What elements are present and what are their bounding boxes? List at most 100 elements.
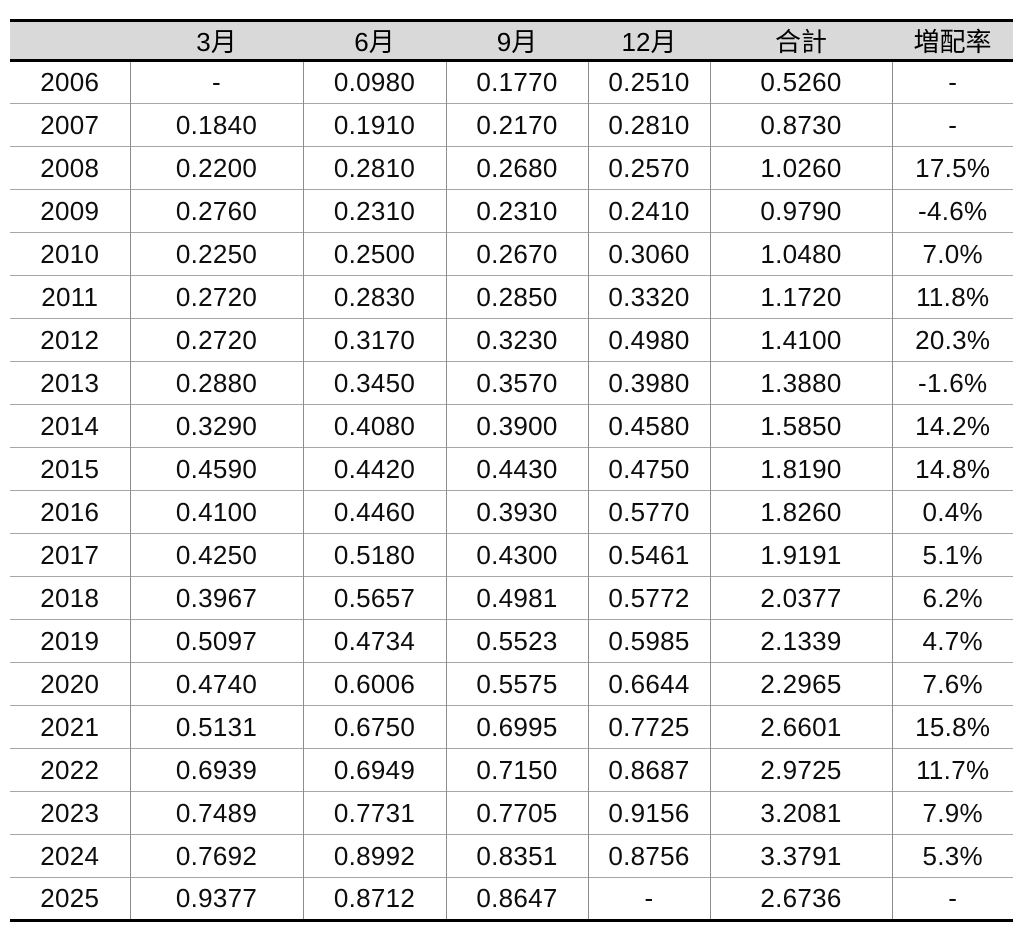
value-cell-march: - <box>129 60 303 104</box>
value-cell-december: 0.3980 <box>587 361 710 405</box>
value-cell-june: 0.6949 <box>302 748 446 792</box>
value-cell-september: 0.2310 <box>445 189 588 233</box>
value-cell-total: 1.0480 <box>709 232 892 276</box>
value-cell-september: 0.2670 <box>445 232 588 276</box>
value-cell-september: 0.2850 <box>445 275 588 319</box>
year-cell: 2011 <box>41 281 99 312</box>
table-body: 2006-0.0980 0.1770 0.2510 0.5260-2007 0.1840… <box>10 60 1013 921</box>
value-cell-december: 0.5985 <box>587 619 710 663</box>
value-cell-increase-rate: -4.6% <box>891 189 1013 233</box>
year-cell: 2017 <box>40 539 100 570</box>
value-cell-september: 0.7150 <box>445 748 588 792</box>
value-cell-september: 0.3930 <box>445 490 588 534</box>
value-cell-increase-rate: 7.6% <box>891 662 1013 706</box>
value-cell-june: 0.2310 <box>302 189 446 233</box>
value-cell-september: 0.6995 <box>445 705 588 749</box>
value-cell-march: 0.7489 <box>129 791 303 835</box>
table-row-2018: 2018 0.3967 0.5657 0.4981 0.5772 2.0377 6.2% <box>10 576 1013 620</box>
year-cell: 2019 <box>40 625 100 656</box>
value-cell-increase-rate: 5.1% <box>891 533 1013 577</box>
value-cell-increase-rate: 0.4% <box>891 490 1013 534</box>
table-row-2015: 2015 0.4590 0.4420 0.4430 0.4750 1.8190 14.8% <box>10 447 1013 491</box>
table-row-2020: 2020 0.4740 0.6006 0.5575 0.6644 2.2965 7.6% <box>10 662 1013 706</box>
value-cell-increase-rate: - <box>891 877 1013 921</box>
year-cell: 2016 <box>40 496 100 527</box>
column-header-increase-rate: 増配率 <box>913 27 992 57</box>
value-cell-june: 0.4420 <box>302 447 446 491</box>
value-cell-december: 0.6644 <box>587 662 710 706</box>
value-cell-increase-rate: - <box>891 103 1013 147</box>
year-cell: 2024 <box>40 840 100 871</box>
table-row-2024: 2024 0.7692 0.8992 0.8351 0.8756 3.3791 5.3% <box>10 834 1013 878</box>
value-cell-september: 0.2170 <box>445 103 588 147</box>
value-cell-total: 0.9790 <box>709 189 892 233</box>
value-cell-september: 0.3230 <box>445 318 588 362</box>
value-cell-march: 0.2720 <box>129 275 303 319</box>
value-cell-total: 0.8730 <box>709 103 892 147</box>
table-row-2025: 2025 0.9377 0.8712 0.8647-2.6736- <box>10 877 1013 921</box>
value-cell-total: 1.0260 <box>709 146 892 190</box>
table-row-2006: 2006-0.0980 0.1770 0.2510 0.5260- <box>10 60 1013 104</box>
value-cell-march: 0.2880 <box>129 361 303 405</box>
value-cell-june: 0.4080 <box>302 404 446 448</box>
year-cell: 2025 <box>40 883 100 913</box>
value-cell-june: 0.1910 <box>302 103 446 147</box>
value-cell-december: - <box>587 877 710 921</box>
year-cell: 2013 <box>40 367 100 398</box>
value-cell-december: 0.4580 <box>587 404 710 448</box>
value-cell-march: 0.2200 <box>129 146 303 190</box>
value-cell-march: 0.2250 <box>129 232 303 276</box>
value-cell-march: 0.9377 <box>129 877 303 921</box>
table-row-2013: 2013 0.2880 0.3450 0.3570 0.3980 1.3880 -1.6% <box>10 361 1013 405</box>
value-cell-march: 0.5097 <box>129 619 303 663</box>
value-cell-increase-rate: 14.8% <box>891 447 1013 491</box>
table-row-2014: 2014 0.3290 0.4080 0.3900 0.4580 1.5850 14.2% <box>10 404 1013 448</box>
value-cell-september: 0.8351 <box>445 834 588 878</box>
value-cell-september: 0.4981 <box>445 576 588 620</box>
year-cell: 2012 <box>40 324 100 355</box>
value-cell-september: 0.8647 <box>445 877 588 921</box>
value-cell-total: 2.0377 <box>709 576 892 620</box>
value-cell-december: 0.5461 <box>587 533 710 577</box>
value-cell-december: 0.2570 <box>587 146 710 190</box>
value-cell-total: 1.5850 <box>709 404 892 448</box>
value-cell-september: 0.3900 <box>445 404 588 448</box>
value-cell-june: 0.2810 <box>302 146 446 190</box>
value-cell-increase-rate: - <box>891 60 1013 104</box>
year-cell: 2008 <box>40 152 100 183</box>
year-cell: 2014 <box>40 410 100 441</box>
value-cell-march: 0.3967 <box>129 576 303 620</box>
value-cell-increase-rate: 5.3% <box>891 834 1013 878</box>
value-cell-december: 0.2510 <box>587 60 710 104</box>
column-header-total: 合計 <box>774 27 827 57</box>
table-row-2011: 2011 0.2720 0.2830 0.2850 0.3320 1.1720 11.8% <box>10 275 1013 319</box>
value-cell-total: 1.1720 <box>709 275 892 319</box>
value-cell-march: 0.5131 <box>129 705 303 749</box>
value-cell-september: 0.5523 <box>445 619 588 663</box>
value-cell-increase-rate: 20.3% <box>891 318 1013 362</box>
value-cell-total: 1.8190 <box>709 447 892 491</box>
table-row-2017: 2017 0.4250 0.5180 0.4300 0.5461 1.9191 5.1% <box>10 533 1013 577</box>
column-header-september: 9月 <box>496 27 538 57</box>
value-cell-march: 0.4250 <box>129 533 303 577</box>
value-cell-increase-rate: 11.7% <box>891 748 1013 792</box>
value-cell-march: 0.4740 <box>129 662 303 706</box>
value-cell-june: 0.4734 <box>302 619 446 663</box>
value-cell-december: 0.3320 <box>587 275 710 319</box>
header-row: 3月 6月 9月 12月 合計 増配率 <box>10 20 1013 61</box>
value-cell-increase-rate: 15.8% <box>891 705 1013 749</box>
column-header-december: 12月 <box>621 27 677 57</box>
value-cell-september: 0.2680 <box>445 146 588 190</box>
value-cell-total: 2.6736 <box>709 877 892 921</box>
year-cell: 2022 <box>40 754 100 785</box>
table-row-2019: 2019 0.5097 0.4734 0.5523 0.5985 2.1339 4.7% <box>10 619 1013 663</box>
value-cell-march: 0.7692 <box>129 834 303 878</box>
value-cell-december: 0.2810 <box>587 103 710 147</box>
value-cell-june: 0.5180 <box>302 533 446 577</box>
value-cell-march: 0.4590 <box>129 447 303 491</box>
value-cell-december: 0.3060 <box>587 232 710 276</box>
value-cell-september: 0.4430 <box>445 447 588 491</box>
value-cell-march: 0.2760 <box>129 189 303 233</box>
year-cell: 2021 <box>40 711 100 742</box>
value-cell-september: 0.3570 <box>445 361 588 405</box>
